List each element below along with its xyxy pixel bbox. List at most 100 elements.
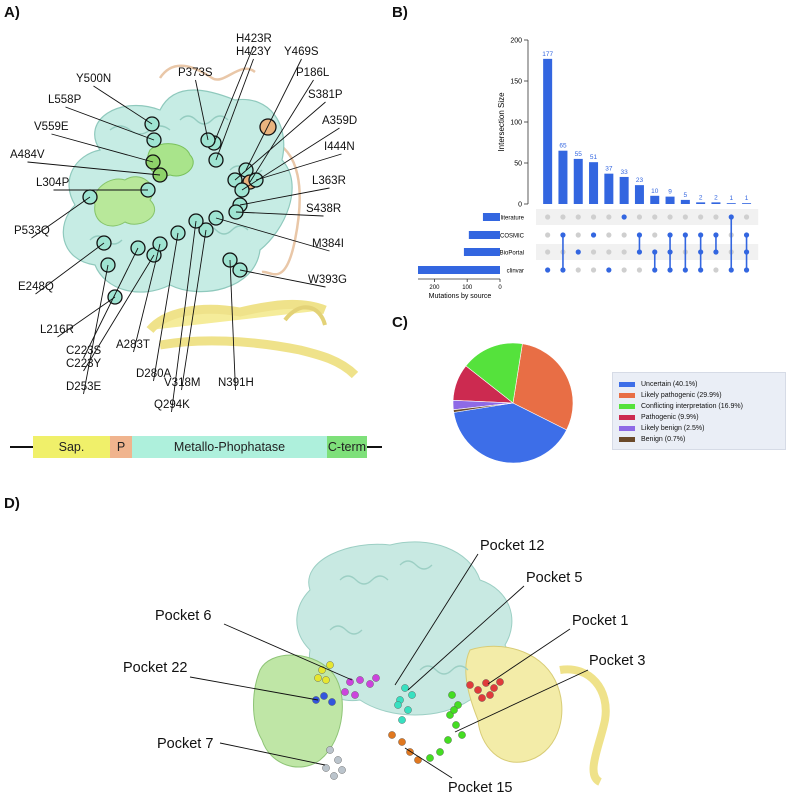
pocket-sphere: [318, 666, 326, 674]
matrix-dot-inactive: [621, 249, 627, 255]
pocket-sphere: [334, 756, 342, 764]
pocket-callout-line: [404, 747, 453, 779]
matrix-dot-active: [575, 249, 581, 255]
legend-label: Pathogenic (9.9%): [641, 413, 699, 421]
pocket-sphere: [448, 691, 456, 699]
pocket-sphere: [351, 691, 359, 699]
pie-slice: [512, 343, 574, 431]
pocket-sphere: [338, 766, 346, 774]
matrix-dot-inactive: [575, 214, 581, 220]
callout-line: [153, 232, 179, 382]
intersection-bar: [665, 196, 675, 204]
mutation-site-spheres: [82, 116, 277, 305]
pocket-sphere: [314, 674, 322, 682]
mutation-label: Y500N: [76, 73, 111, 85]
intersection-size-axis: 0 50 100 150 200 Intersection Size: [497, 38, 529, 209]
mutation-label: C223Y: [66, 358, 101, 370]
matrix-dot-inactive: [667, 214, 673, 220]
pocket-sphere: [466, 681, 474, 689]
mutation-label: Q294K: [154, 399, 190, 411]
pie-slice: [465, 342, 523, 404]
matrix-dot-inactive: [560, 214, 566, 220]
callout-line: [31, 196, 91, 239]
y-tick-label: 100: [510, 120, 522, 127]
matrix-dot-inactive: [713, 214, 719, 220]
set-size-tick-label: 0: [498, 285, 502, 291]
matrix-dot-inactive: [713, 267, 719, 273]
mutation-label: L363R: [312, 175, 346, 187]
intersection-bar: [604, 173, 614, 204]
matrix-dot-active: [606, 267, 612, 273]
pocket-sphere: [326, 661, 334, 669]
legend-entry: Uncertain (40.1%): [619, 379, 697, 389]
pie-slice: [453, 402, 568, 464]
pocket-sphere: [478, 694, 486, 702]
matrix-dot-inactive: [575, 267, 581, 273]
callout-line: [245, 58, 302, 171]
pocket-sphere: [356, 676, 364, 684]
set-size-bar: [468, 231, 500, 239]
pocket-label: Pocket 5: [526, 570, 582, 586]
matrix-dot-active: [545, 267, 551, 273]
legend-label: Conflicting interpretation (16.9%): [641, 402, 743, 410]
bar-value-label: 2: [699, 194, 703, 201]
matrix-dot-inactive: [652, 214, 658, 220]
callout-line: [255, 153, 342, 181]
intersection-bar: [650, 195, 660, 204]
pocket-sphere: [436, 748, 444, 756]
pocket-label: Pocket 6: [155, 608, 211, 624]
bar-value-label: 2: [714, 194, 718, 201]
matrix-dot-inactive: [590, 267, 597, 273]
mutation-label: P373S: [178, 67, 213, 79]
domain-sap: Sap.: [33, 436, 110, 458]
pocket-sphere: [458, 731, 466, 739]
pocket-sphere: [401, 684, 409, 692]
panel-label-b: B): [392, 4, 408, 21]
matrix-dot-inactive: [621, 232, 627, 238]
set-size-bar: [482, 213, 500, 221]
callout-line: [83, 247, 139, 359]
pocket-sphere: [328, 698, 336, 706]
mutation-label: H423Y: [236, 46, 271, 58]
pocket-callout-line: [219, 742, 326, 766]
mutation-label: P186L: [296, 67, 330, 79]
legend-entry: Conflicting interpretation (16.9%): [619, 401, 743, 411]
intersection-bar: [543, 58, 553, 204]
y-tick-label: 200: [510, 38, 522, 45]
pocket-sphere: [452, 721, 460, 729]
legend-label: Benign (0.7%): [641, 435, 686, 443]
bar-value-label: 5: [684, 192, 688, 199]
pocket-sphere: [320, 692, 328, 700]
callout-line: [234, 101, 326, 181]
intersection-bar: [589, 162, 599, 204]
legend-swatch: [619, 414, 635, 420]
callout-line: [181, 229, 207, 391]
mutation-label: E248Q: [18, 281, 54, 293]
matrix-dot-inactive: [590, 249, 597, 255]
mutation-label: P533Q: [14, 225, 50, 237]
callout-line: [213, 45, 254, 144]
pocket-callout-line: [454, 669, 589, 733]
pocket-sphere: [444, 736, 452, 744]
pocket-sphere: [366, 680, 374, 688]
set-size-axis-label: Mutations by source: [429, 293, 492, 300]
mutation-label: S381P: [308, 89, 343, 101]
callout-line: [215, 217, 330, 252]
pocket-sphere: [426, 754, 434, 762]
legend-swatch: [619, 403, 635, 409]
mutation-label: N391H: [218, 377, 254, 389]
legend-swatch: [619, 436, 635, 442]
pocket-sphere: [496, 678, 504, 686]
intersection-bar: [696, 202, 706, 204]
legend-entry: Likely pathogenic (29.9%): [619, 390, 722, 400]
binding-pockets-figure: Pocket 12 Pocket 5 Pocket 6 Pocket 1 Pocket …: [123, 538, 645, 796]
set-name-label: literature: [501, 216, 525, 222]
intersection-bar: [726, 203, 736, 204]
pocket-sphere: [450, 706, 458, 714]
pocket-label: Pocket 1: [572, 613, 628, 629]
y-tick-label: 150: [510, 79, 522, 86]
intersection-bar: [634, 185, 644, 204]
bar-value-label: 10: [651, 188, 659, 195]
